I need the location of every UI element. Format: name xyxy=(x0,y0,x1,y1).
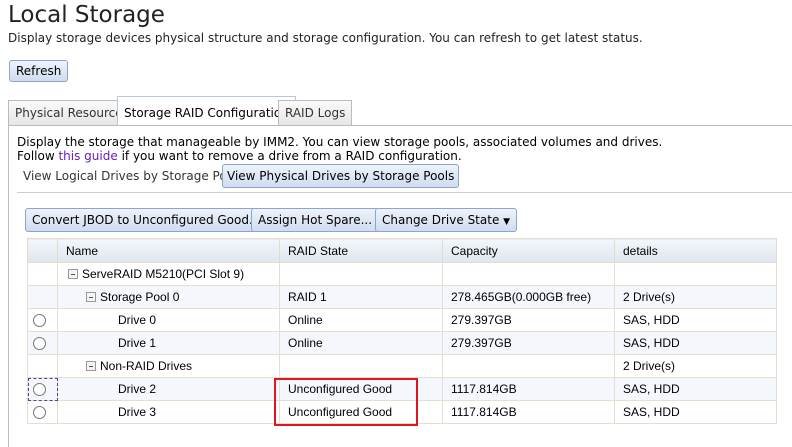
follow-text-pre: Follow xyxy=(17,149,59,163)
drives-table: Name RAID State Capacity details ServeRA… xyxy=(27,238,777,424)
table-row: Drive 1 Online 279.397GB SAS, HDD xyxy=(27,331,777,355)
caret-down-icon: ▼ xyxy=(503,217,511,227)
row-radio[interactable] xyxy=(33,337,46,351)
refresh-button[interactable]: Refresh xyxy=(9,60,69,82)
col-select xyxy=(27,238,58,263)
row-capacity xyxy=(442,354,615,378)
row-radio[interactable] xyxy=(33,406,46,420)
follow-text-post: if you want to remove a drive from a RAI… xyxy=(117,149,462,163)
panel-follow-text: Follow this guide if you want to remove … xyxy=(17,149,462,163)
tab-raid-logs[interactable]: RAID Logs xyxy=(278,100,353,125)
row-capacity: 1117.814GB xyxy=(442,377,615,401)
page-subtitle: Display storage devices physical structu… xyxy=(8,31,643,45)
collapse-icon[interactable] xyxy=(86,360,96,371)
row-name: Drive 1 xyxy=(57,331,280,355)
row-details: 2 Drive(s) xyxy=(614,285,777,309)
convert-jbod-button[interactable]: Convert JBOD to Unconfigured Good... xyxy=(25,208,268,232)
row-name: Non-RAID Drives xyxy=(100,359,193,373)
row-capacity: 279.397GB xyxy=(442,308,615,332)
row-state xyxy=(279,354,443,378)
divider xyxy=(17,192,792,193)
collapse-icon[interactable] xyxy=(68,268,78,279)
highlight-box xyxy=(274,378,418,426)
row-name: Storage Pool 0 xyxy=(100,290,180,304)
view-logical-drives-tab[interactable]: View Logical Drives by Storage Pools xyxy=(23,169,244,183)
assign-hot-spare-button[interactable]: Assign Hot Spare... xyxy=(251,208,380,232)
row-name: Drive 2 xyxy=(57,377,280,401)
table-row: Drive 3 Unconfigured Good 1117.814GB SAS, H… xyxy=(27,400,777,424)
row-name: Drive 3 xyxy=(57,400,280,424)
change-drive-state-label: Change Drive State xyxy=(382,213,500,227)
panel-description: Display the storage that manageable by I… xyxy=(17,135,663,149)
row-state xyxy=(279,262,443,286)
row-details xyxy=(614,262,777,286)
page-title: Local Storage xyxy=(8,2,165,28)
col-name[interactable]: Name xyxy=(57,238,280,263)
guide-link[interactable]: this guide xyxy=(58,149,118,163)
row-capacity xyxy=(442,262,615,286)
table-row: Non-RAID Drives 2 Drive(s) xyxy=(27,354,777,378)
table-row: ServeRAID M5210(PCI Slot 9) xyxy=(27,262,777,286)
row-state: Online xyxy=(279,331,443,355)
row-capacity: 279.397GB xyxy=(442,331,615,355)
row-details: SAS, HDD xyxy=(614,308,777,332)
col-details[interactable]: details xyxy=(614,238,777,263)
row-name: ServeRAID M5210(PCI Slot 9) xyxy=(82,267,245,281)
tab-physical-resource[interactable]: Physical Resource xyxy=(8,100,130,125)
col-raid-state[interactable]: RAID State xyxy=(279,238,443,263)
view-physical-drives-tab[interactable]: View Physical Drives by Storage Pools xyxy=(222,164,460,188)
col-capacity[interactable]: Capacity xyxy=(442,238,615,263)
row-state: Online xyxy=(279,308,443,332)
table-row: Storage Pool 0 RAID 1 278.465GB(0.000GB fr… xyxy=(27,285,777,309)
change-drive-state-button[interactable]: Change Drive State ▼ xyxy=(375,208,518,232)
row-details: SAS, HDD xyxy=(614,331,777,355)
row-radio[interactable] xyxy=(33,314,46,328)
table-header: Name RAID State Capacity details xyxy=(27,238,777,263)
row-details: SAS, HDD xyxy=(614,377,777,401)
tab-panel xyxy=(8,125,792,447)
tab-storage-raid-configuration[interactable]: Storage RAID Configuration xyxy=(117,96,296,126)
table-row: Drive 0 Online 279.397GB SAS, HDD xyxy=(27,308,777,332)
row-capacity: 1117.814GB xyxy=(442,400,615,424)
row-state: RAID 1 xyxy=(279,285,443,309)
row-state: Unconfigured Good xyxy=(279,400,443,424)
row-details: 2 Drive(s) xyxy=(614,354,777,378)
row-name: Drive 0 xyxy=(57,308,280,332)
collapse-icon[interactable] xyxy=(86,291,96,302)
row-capacity: 278.465GB(0.000GB free) xyxy=(442,285,615,309)
row-details: SAS, HDD xyxy=(614,400,777,424)
row-radio[interactable] xyxy=(33,383,46,397)
